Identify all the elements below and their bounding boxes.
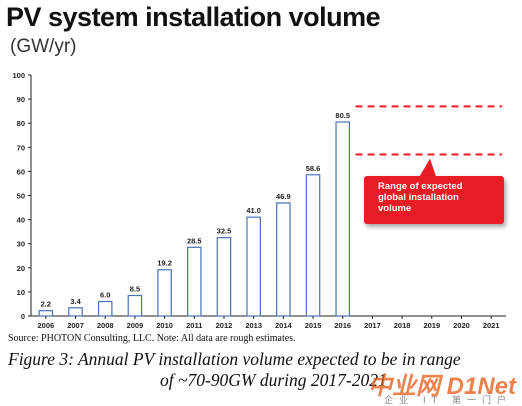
y-tick-label: 70 <box>17 143 25 152</box>
bar <box>97 300 113 317</box>
bar <box>216 237 232 317</box>
bar-value-label: 46.9 <box>276 192 291 201</box>
bar-value-label: 8.5 <box>130 285 140 294</box>
bar-value-label: 41.0 <box>246 206 261 215</box>
bar-value-label: 19.2 <box>157 259 172 268</box>
x-tick-label: 2009 <box>127 321 144 330</box>
x-tick-label: 2008 <box>97 321 114 330</box>
bar-value-label: 3.4 <box>70 297 81 306</box>
x-tick-label: 2010 <box>156 321 173 330</box>
bar-value-label: 2.2 <box>41 300 51 309</box>
watermark-tagline: 企业 IT 第一门户 <box>384 396 512 406</box>
x-tick-label: 2011 <box>186 321 202 330</box>
chart-title: PV system installation volume <box>6 2 381 32</box>
x-tick-label: 2015 <box>305 321 322 330</box>
bar <box>157 269 172 317</box>
figure-caption-line1: Figure 3: Annual PV installation volume … <box>8 349 461 369</box>
y-tick-label: 10 <box>17 288 25 297</box>
bar <box>68 307 83 317</box>
bar <box>246 216 261 317</box>
x-tick-label: 2014 <box>275 321 293 330</box>
x-tick-label: 2017 <box>364 321 381 330</box>
bar <box>187 246 202 317</box>
bar <box>276 202 291 317</box>
x-tick-label: 2019 <box>423 321 440 330</box>
figure-caption-line2: of ~70-90GW during 2017-2021 <box>160 370 387 390</box>
bar <box>38 310 54 317</box>
y-tick-label: 30 <box>17 240 25 249</box>
source-note: Source: PHOTON Consulting, LLC. Note: Al… <box>8 333 296 344</box>
bar-value-label: 28.5 <box>187 236 202 245</box>
watermark-logo: 中业网 D1Net <box>367 373 516 400</box>
range-callout: Range of expected global installation vo… <box>364 176 504 224</box>
x-tick-label: 2006 <box>38 321 55 330</box>
x-tick-label: 2018 <box>394 321 411 330</box>
x-tick-label: 2007 <box>67 321 84 330</box>
y-tick-label: 80 <box>17 119 25 128</box>
y-tick-label: 40 <box>17 216 25 225</box>
bar <box>127 294 143 317</box>
chart-subtitle: (GW/yr) <box>10 36 77 57</box>
y-tick-label: 50 <box>17 192 25 201</box>
bar-value-label: 32.5 <box>217 227 232 236</box>
x-tick-label: 2020 <box>453 321 470 330</box>
y-tick-label: 60 <box>17 167 25 176</box>
bar <box>335 121 350 317</box>
y-tick-label: 100 <box>12 71 25 80</box>
x-tick-label: 2013 <box>245 321 262 330</box>
y-tick-label: 20 <box>17 264 25 273</box>
x-tick-label: 2016 <box>334 321 351 330</box>
bar-value-label: 80.5 <box>335 111 350 120</box>
bar-value-label: 6.0 <box>100 291 110 300</box>
x-tick-label: 2012 <box>216 321 233 330</box>
y-tick-label: 90 <box>17 95 25 104</box>
bar-value-label: 58.6 <box>306 164 321 173</box>
y-tick-label: 0 <box>21 312 25 321</box>
bar <box>305 174 321 317</box>
x-tick-label: 2021 <box>483 321 500 330</box>
